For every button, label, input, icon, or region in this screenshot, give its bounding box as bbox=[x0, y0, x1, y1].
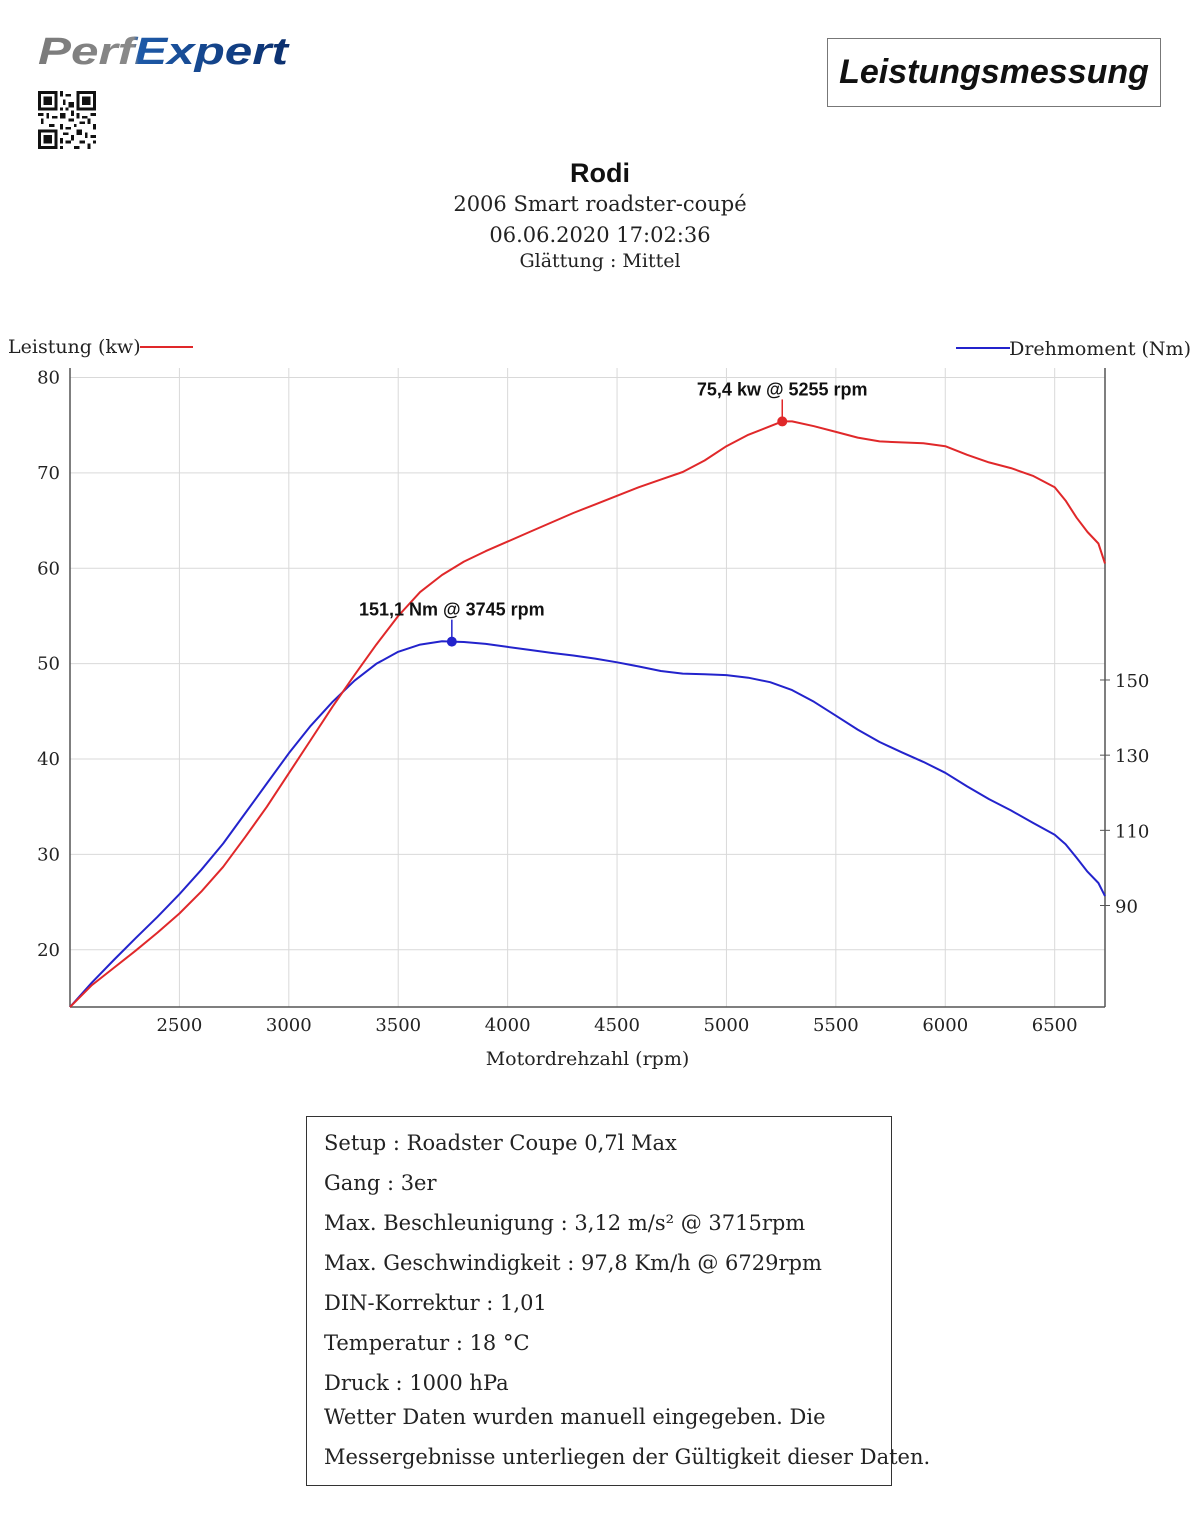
smoothing-label: Glättung : Mittel bbox=[519, 250, 681, 272]
x-tick-label: 2500 bbox=[157, 1015, 203, 1036]
y-left-tick-label: 70 bbox=[37, 463, 60, 484]
qr-code bbox=[38, 91, 96, 149]
info-gear: Gang : 3er bbox=[324, 1171, 437, 1195]
y-left-tick-label: 60 bbox=[37, 558, 60, 579]
x-tick-label: 3000 bbox=[266, 1015, 312, 1036]
info-pressure: Druck : 1000 hPa bbox=[324, 1371, 509, 1395]
y-right-tick-label: 150 bbox=[1115, 671, 1149, 692]
y-left-axis-label: Leistung (kw) bbox=[8, 336, 141, 358]
info-max-speed: Max. Geschwindigkeit : 97,8 Km/h @ 6729r… bbox=[324, 1251, 822, 1275]
x-tick-label: 5500 bbox=[813, 1015, 859, 1036]
info-setup: Setup : Roadster Coupe 0,7l Max bbox=[324, 1131, 677, 1155]
x-axis-label: Motordrehzahl (rpm) bbox=[486, 1048, 690, 1070]
x-tick-label: 4000 bbox=[485, 1015, 531, 1036]
y-left-tick-label: 50 bbox=[37, 654, 60, 675]
dyno-chart: 2500 3000 3500 4000 4500 5000 5500 6000 6500 20 30… bbox=[8, 336, 1191, 1070]
y-right-tick-label: 110 bbox=[1115, 821, 1149, 842]
torque-curve bbox=[69, 640, 1106, 1008]
document-title-box: Leistungsmessung bbox=[827, 38, 1161, 107]
peak-marker-dot bbox=[446, 636, 457, 647]
y-left-tick-label: 80 bbox=[37, 368, 60, 389]
info-disclaimer-line-1: Wetter Daten wurden manuell eingegeben. … bbox=[324, 1405, 826, 1429]
perfexpert-logo: PerfExpert bbox=[38, 31, 290, 73]
measurement-info-box: Setup : Roadster Coupe 0,7l Max Gang : 3… bbox=[306, 1116, 931, 1486]
info-disclaimer-line-2: Messergebnisse unterliegen der Gültigkei… bbox=[324, 1445, 931, 1469]
svg-text:PerfExpert: PerfExpert bbox=[38, 31, 290, 73]
y-left-tick-label: 20 bbox=[37, 940, 60, 961]
torque-peak-label: 151,1 Nm @ 3745 rpm bbox=[359, 600, 545, 620]
y-right-axis-label: Drehmoment (Nm) bbox=[1009, 338, 1191, 360]
info-max-acceleration: Max. Beschleunigung : 3,12 m/s² @ 3715rp… bbox=[324, 1211, 806, 1235]
x-tick-label: 4500 bbox=[594, 1015, 640, 1036]
info-temperature: Temperatur : 18 °C bbox=[324, 1331, 530, 1355]
x-tick-label: 6000 bbox=[922, 1015, 968, 1036]
power-peak-label: 75,4 kw @ 5255 rpm bbox=[697, 379, 868, 399]
y-right-tick-label: 130 bbox=[1115, 746, 1149, 767]
document-title: Leistungsmessung bbox=[839, 53, 1149, 91]
y-left-tick-label: 40 bbox=[37, 749, 60, 770]
x-tick-label: 3500 bbox=[375, 1015, 421, 1036]
y-left-tick-label: 30 bbox=[37, 844, 60, 865]
info-din-correction: DIN-Korrektur : 1,01 bbox=[324, 1291, 547, 1315]
x-tick-label: 6500 bbox=[1032, 1015, 1078, 1036]
vehicle-label: 2006 Smart roadster-coupé bbox=[453, 192, 747, 216]
measurement-datetime: 06.06.2020 17:02:36 bbox=[489, 223, 711, 247]
y-right-tick-label: 90 bbox=[1115, 897, 1138, 918]
peak-marker-dot bbox=[777, 416, 788, 427]
x-tick-label: 5000 bbox=[704, 1015, 750, 1036]
customer-name: Rodi bbox=[570, 158, 630, 188]
power-curve bbox=[69, 420, 1106, 1008]
